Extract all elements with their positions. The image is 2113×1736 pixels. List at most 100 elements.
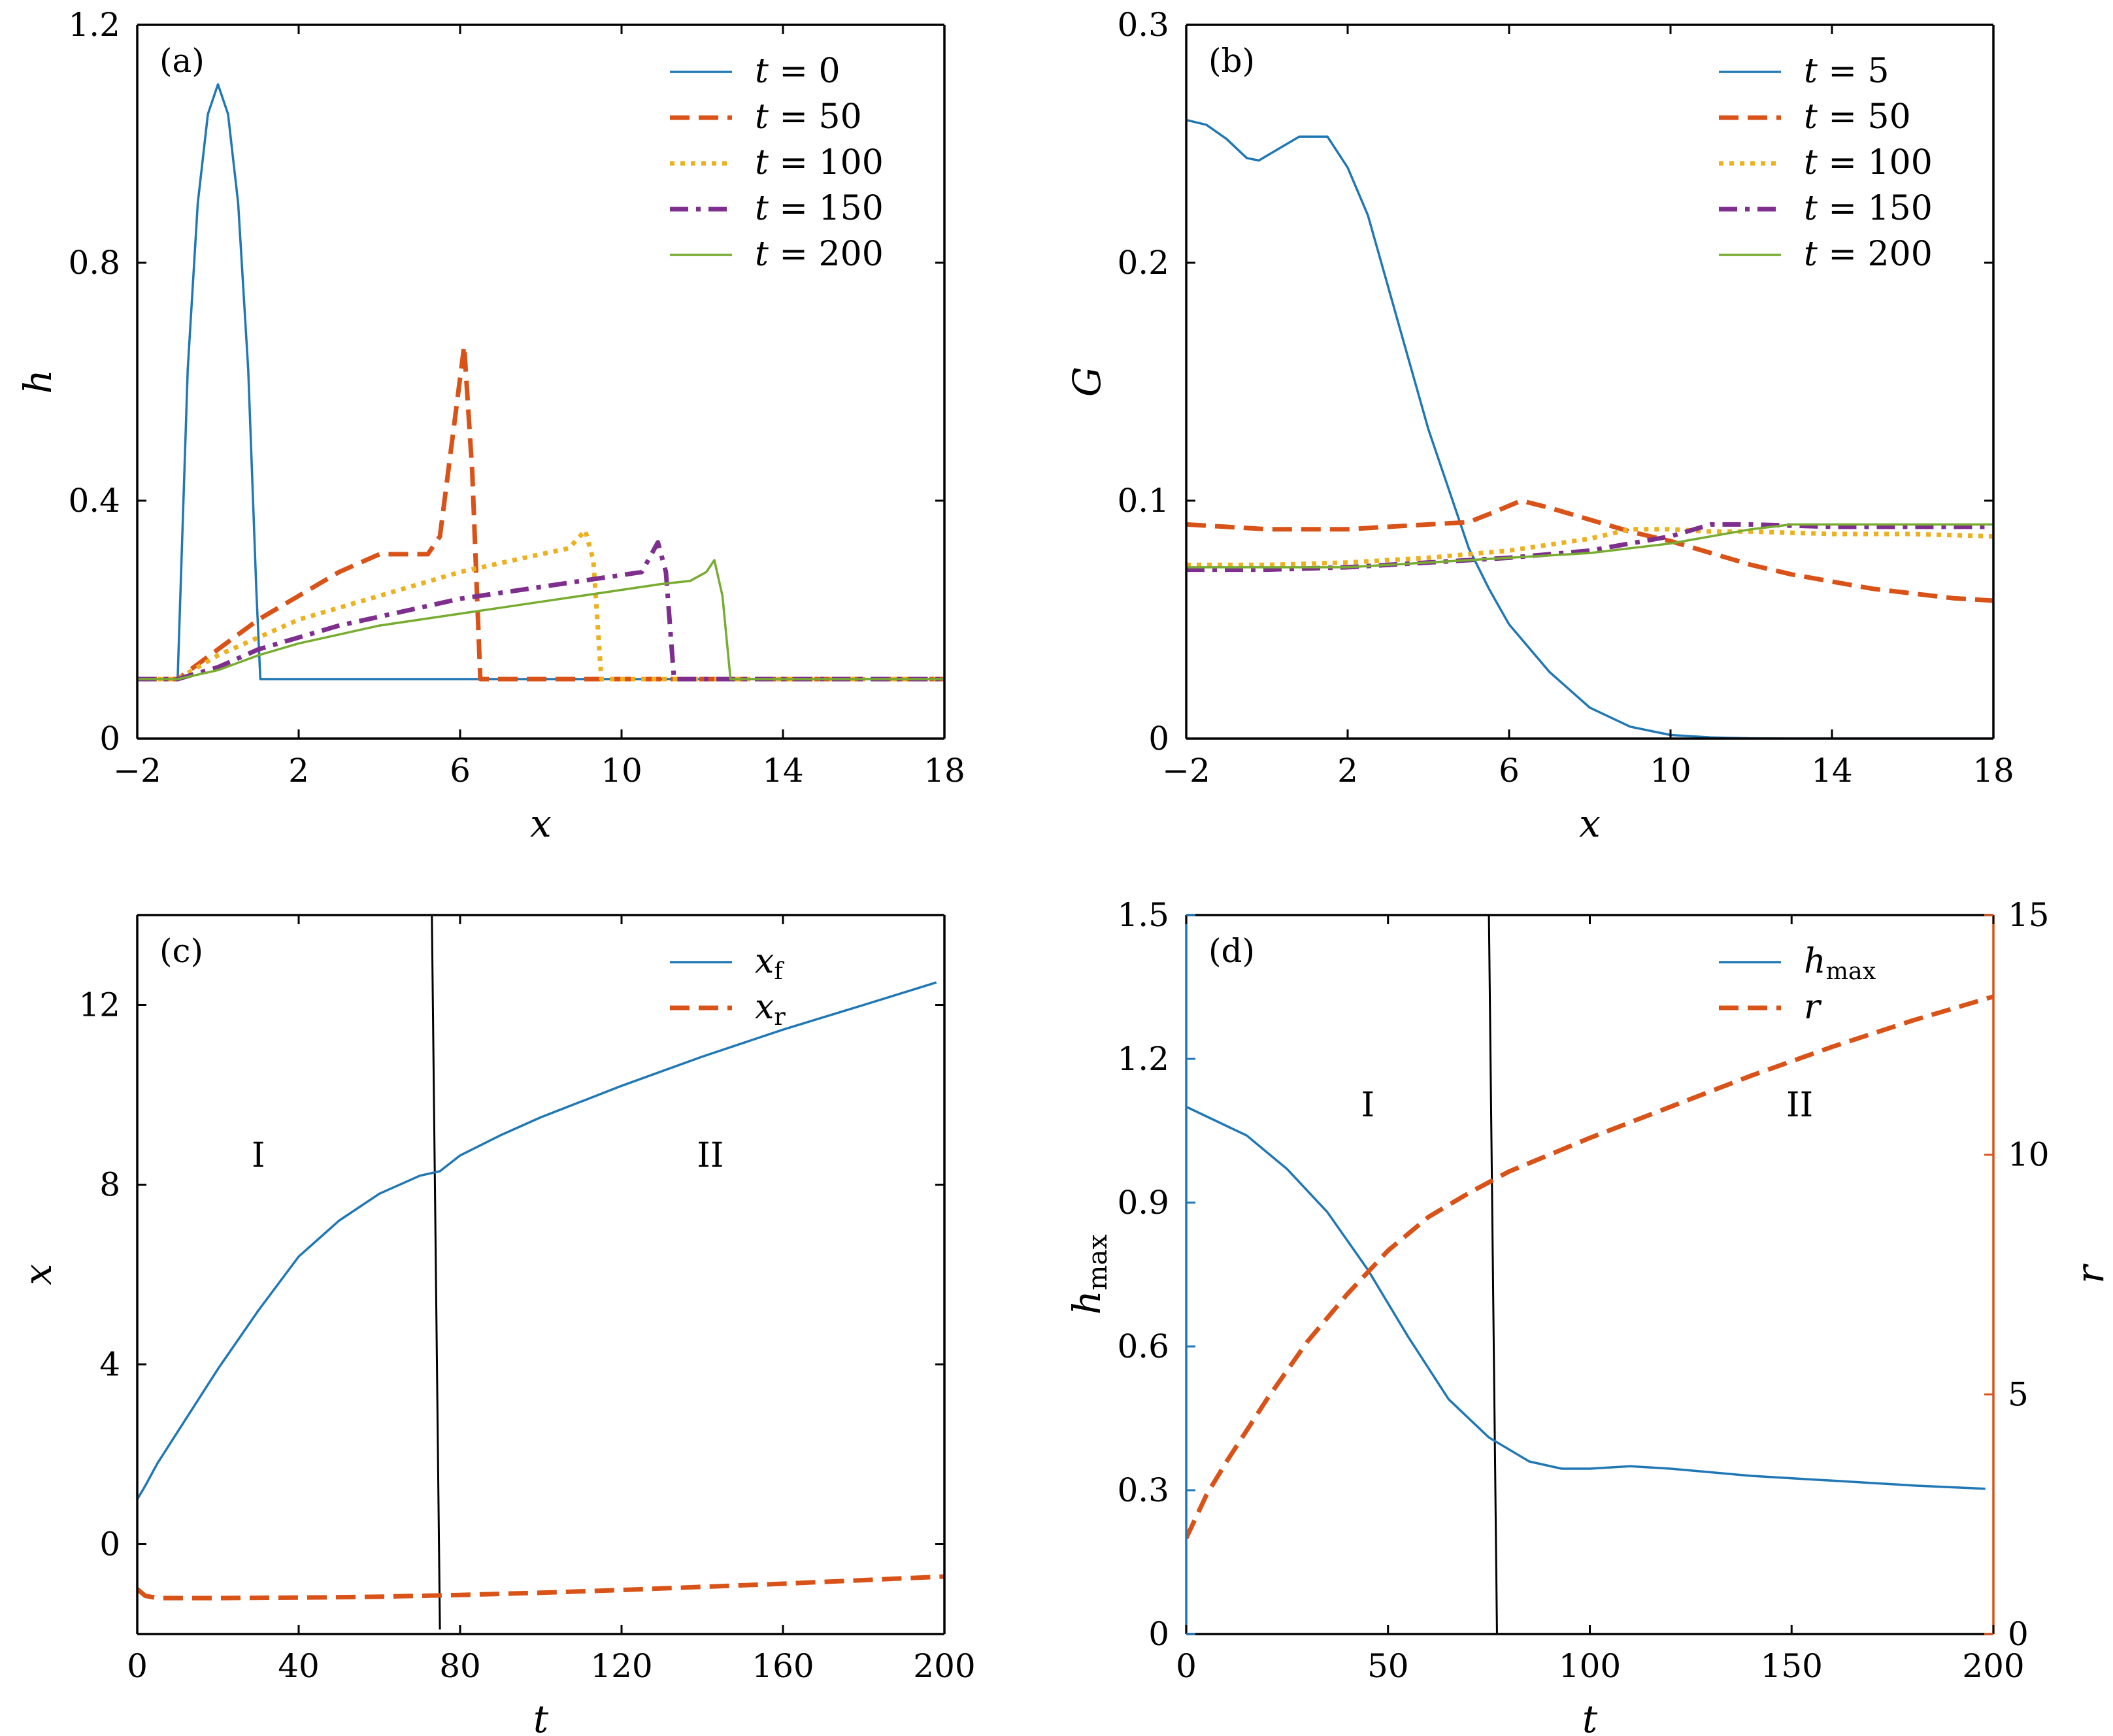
legend: t = 5 t = 50 t = 100 t = 150 t = 200 bbox=[1719, 52, 1933, 274]
x-tick-label: 0 bbox=[1176, 1647, 1197, 1685]
legend-entry-label: t = 50 bbox=[755, 97, 862, 137]
series-line-0 bbox=[1186, 1105, 1986, 1490]
legend-entry-label: r bbox=[1804, 988, 1822, 1027]
y-right-axis-label: r bbox=[2068, 1263, 2112, 1284]
region-label: I bbox=[1361, 1086, 1375, 1125]
x-axis-label: x bbox=[530, 801, 552, 846]
series-line-3 bbox=[1186, 522, 1993, 573]
axes-frame bbox=[1185, 24, 1995, 740]
panel-tag: (d) bbox=[1208, 932, 1255, 970]
y-axis-label: x bbox=[16, 1264, 60, 1286]
legend-entry-label: xr bbox=[755, 988, 786, 1031]
y-tick-label: 0 bbox=[1148, 720, 1169, 758]
legend-entry-label: t = 150 bbox=[755, 189, 884, 228]
region-label: II bbox=[1786, 1086, 1813, 1125]
y-axis-label: h bbox=[16, 369, 60, 393]
svg-text:x: x bbox=[16, 1264, 60, 1286]
legend-entry-label: t = 50 bbox=[1804, 97, 1911, 137]
y-right-tick-label: 15 bbox=[2008, 896, 2050, 934]
series-line-0 bbox=[137, 981, 937, 1500]
x-tick-label: 18 bbox=[923, 752, 965, 790]
panel-tag: (c) bbox=[159, 932, 203, 970]
y-tick-label: 0 bbox=[99, 1526, 120, 1563]
x-tick-label: 2 bbox=[288, 752, 309, 790]
series-line-2 bbox=[1186, 527, 1993, 567]
x-axis-label: t bbox=[1582, 1697, 1598, 1736]
x-tick-label: 120 bbox=[590, 1647, 652, 1685]
y-tick-label: 0.2 bbox=[1117, 244, 1169, 282]
x-tick-label: 14 bbox=[1811, 752, 1853, 790]
region-label: I bbox=[252, 1136, 265, 1175]
series-line-3 bbox=[137, 540, 944, 682]
region-label: II bbox=[697, 1136, 724, 1175]
y-tick-label: 1.2 bbox=[68, 6, 120, 44]
x-tick-label: 160 bbox=[752, 1647, 814, 1685]
y-tick-label: 0.1 bbox=[1117, 482, 1169, 520]
x-tick-label: 80 bbox=[439, 1647, 481, 1685]
x-tick-label: 50 bbox=[1367, 1647, 1409, 1685]
y-right-tick-label: 5 bbox=[2008, 1375, 2029, 1413]
y-tick-label: 12 bbox=[78, 986, 120, 1024]
x-axis-label: x bbox=[1579, 801, 1601, 846]
y-right-tick-label: 10 bbox=[2008, 1136, 2050, 1174]
series-line-2 bbox=[137, 528, 944, 682]
x-tick-label: 10 bbox=[1650, 752, 1691, 790]
panel-tag: (a) bbox=[159, 42, 205, 80]
y-tick-label: 8 bbox=[99, 1166, 120, 1204]
x-tick-label: 14 bbox=[762, 752, 804, 790]
x-tick-label: −2 bbox=[113, 752, 161, 790]
series-line-1 bbox=[137, 1574, 944, 1601]
legend-entry-label: t = 150 bbox=[1804, 189, 1933, 228]
region-divider bbox=[431, 915, 441, 1630]
y-tick-label: 1.5 bbox=[1117, 896, 1169, 934]
svg-text:r: r bbox=[2068, 1263, 2112, 1284]
legend-entry-label: xf bbox=[755, 942, 784, 985]
plot-area bbox=[137, 915, 944, 1630]
series-line-1 bbox=[1186, 994, 1993, 1539]
series-line-4 bbox=[137, 559, 944, 680]
y-tick-label: 4 bbox=[99, 1346, 120, 1384]
series-line-1 bbox=[1186, 498, 1993, 603]
svg-text:G: G bbox=[1065, 367, 1109, 397]
y-tick-label: 0.6 bbox=[1117, 1327, 1169, 1365]
svg-text:h: h bbox=[16, 369, 60, 393]
y-axis-label: G bbox=[1065, 367, 1109, 397]
x-tick-label: 150 bbox=[1761, 1647, 1823, 1685]
y-tick-label: 1.2 bbox=[1117, 1040, 1169, 1078]
x-tick-label: 200 bbox=[913, 1647, 975, 1685]
x-tick-label: 100 bbox=[1559, 1647, 1621, 1685]
svg-text:hmax: hmax bbox=[1065, 1234, 1113, 1314]
panel-tag: (b) bbox=[1208, 42, 1255, 80]
legend-entry-label: t = 5 bbox=[1804, 52, 1889, 91]
y-tick-label: 0.8 bbox=[68, 244, 120, 282]
legend-entry-label: t = 200 bbox=[1804, 235, 1933, 274]
y-tick-label: 0 bbox=[99, 720, 120, 758]
x-tick-label: 2 bbox=[1337, 752, 1358, 790]
x-tick-label: 18 bbox=[1972, 752, 2014, 790]
x-tick-label: 40 bbox=[278, 1647, 320, 1685]
series-line-1 bbox=[137, 343, 944, 682]
x-tick-label: 0 bbox=[127, 1647, 148, 1685]
legend-entry-label: t = 0 bbox=[755, 52, 840, 91]
x-tick-label: −2 bbox=[1162, 752, 1210, 790]
y-tick-label: 0.9 bbox=[1117, 1184, 1169, 1222]
y-right-tick-label: 0 bbox=[2008, 1615, 2029, 1653]
y-axis-label: hmax bbox=[1065, 1234, 1113, 1314]
region-divider bbox=[1488, 915, 1498, 1634]
series-line-4 bbox=[1186, 523, 1993, 569]
y-tick-label: 0 bbox=[1148, 1615, 1169, 1653]
y-tick-label: 0.4 bbox=[68, 482, 120, 520]
legend-entry-label: t = 100 bbox=[755, 143, 884, 182]
axes-frame bbox=[136, 24, 946, 740]
plot-area bbox=[1186, 915, 1993, 1634]
x-tick-label: 6 bbox=[450, 752, 471, 790]
y-tick-label: 0.3 bbox=[1117, 6, 1169, 44]
legend-entry-label: t = 200 bbox=[755, 235, 884, 274]
